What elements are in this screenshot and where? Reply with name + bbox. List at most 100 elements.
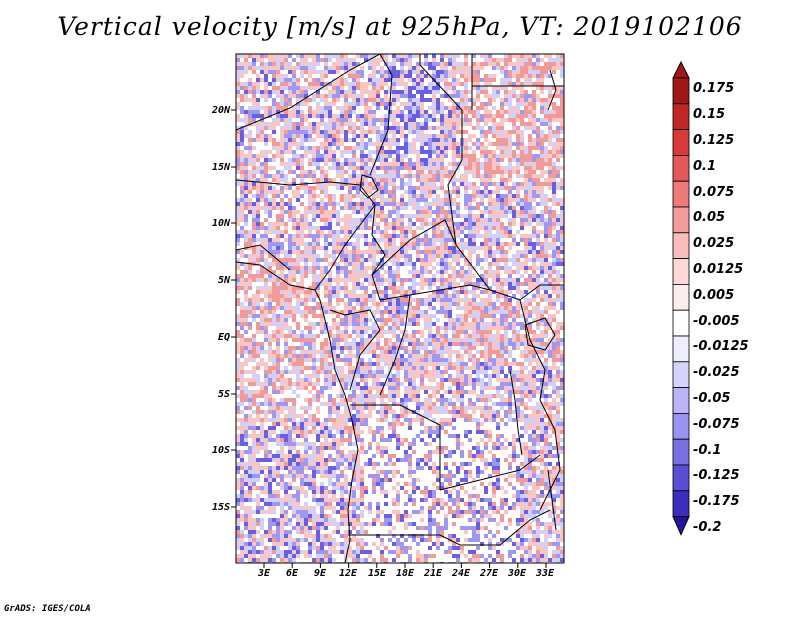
field-cell	[276, 62, 280, 66]
field-cell	[316, 146, 320, 150]
field-cell	[328, 158, 332, 162]
field-cell	[396, 290, 400, 294]
field-cell	[276, 222, 280, 226]
field-cell	[264, 326, 268, 330]
field-cell	[344, 82, 348, 86]
field-cell	[268, 150, 272, 154]
field-cell	[248, 66, 252, 70]
field-cell	[444, 194, 448, 198]
field-cell	[460, 326, 464, 330]
field-cell	[412, 54, 416, 58]
field-cell	[480, 306, 484, 310]
field-cell	[300, 74, 304, 78]
field-cell	[280, 318, 284, 322]
field-cell	[364, 302, 368, 306]
field-cell	[284, 122, 288, 126]
field-cell	[424, 310, 428, 314]
field-cell	[296, 174, 300, 178]
field-cell	[524, 206, 528, 210]
field-cell	[392, 218, 396, 222]
field-cell	[556, 234, 560, 238]
field-cell	[548, 186, 552, 190]
field-cell	[496, 62, 500, 66]
field-cell	[324, 266, 328, 270]
field-cell	[264, 122, 268, 126]
field-cell	[436, 146, 440, 150]
field-cell	[552, 194, 556, 198]
field-cell	[536, 82, 540, 86]
field-cell	[240, 54, 244, 58]
field-cell	[560, 214, 564, 218]
field-cell	[272, 130, 276, 134]
field-cell	[420, 242, 424, 246]
field-cell	[288, 206, 292, 210]
field-cell	[536, 162, 540, 166]
field-cell	[560, 106, 564, 110]
field-cell	[432, 226, 436, 230]
field-cell	[540, 322, 544, 326]
field-cell	[300, 58, 304, 62]
field-cell	[412, 86, 416, 90]
field-cell	[540, 110, 544, 114]
field-cell	[472, 150, 476, 154]
field-cell	[300, 102, 304, 106]
field-cell	[528, 206, 532, 210]
field-cell	[388, 274, 392, 278]
field-cell	[432, 258, 436, 262]
field-cell	[400, 114, 404, 118]
field-cell	[304, 294, 308, 298]
field-cell	[308, 186, 312, 190]
field-cell	[544, 182, 548, 186]
field-cell	[360, 210, 364, 214]
field-cell	[308, 110, 312, 114]
field-cell	[408, 158, 412, 162]
field-cell	[388, 338, 392, 342]
field-cell	[276, 110, 280, 114]
field-cell	[256, 274, 260, 278]
field-cell	[328, 134, 332, 138]
field-cell	[396, 258, 400, 262]
field-cell	[352, 154, 356, 158]
field-cell	[236, 126, 240, 130]
field-cell	[404, 290, 408, 294]
field-cell	[416, 106, 420, 110]
field-cell	[272, 118, 276, 122]
field-cell	[548, 350, 552, 354]
field-cell	[528, 282, 532, 286]
field-cell	[292, 178, 296, 182]
field-cell	[492, 258, 496, 262]
field-cell	[448, 266, 452, 270]
field-cell	[384, 106, 388, 110]
field-cell	[240, 190, 244, 194]
field-cell	[308, 334, 312, 338]
field-cell	[492, 362, 496, 366]
field-cell	[552, 250, 556, 254]
field-cell	[288, 162, 292, 166]
field-cell	[364, 190, 368, 194]
field-cell	[552, 174, 556, 178]
field-cell	[364, 306, 368, 310]
field-cell	[424, 318, 428, 322]
field-cell	[548, 226, 552, 230]
field-cell	[288, 82, 292, 86]
field-cell	[308, 194, 312, 198]
field-cell	[444, 322, 448, 326]
field-cell	[268, 354, 272, 358]
field-cell	[264, 194, 268, 198]
field-cell	[316, 78, 320, 82]
field-cell	[560, 138, 564, 142]
field-cell	[452, 54, 456, 58]
field-cell	[548, 142, 552, 146]
field-cell	[396, 326, 400, 330]
field-cell	[464, 270, 468, 274]
field-cell	[272, 290, 276, 294]
field-cell	[380, 154, 384, 158]
field-cell	[496, 362, 500, 366]
field-cell	[388, 162, 392, 166]
field-cell	[276, 122, 280, 126]
field-cell	[356, 210, 360, 214]
field-cell	[272, 246, 276, 250]
field-cell	[436, 334, 440, 338]
field-cell	[420, 82, 424, 86]
field-cell	[288, 254, 292, 258]
